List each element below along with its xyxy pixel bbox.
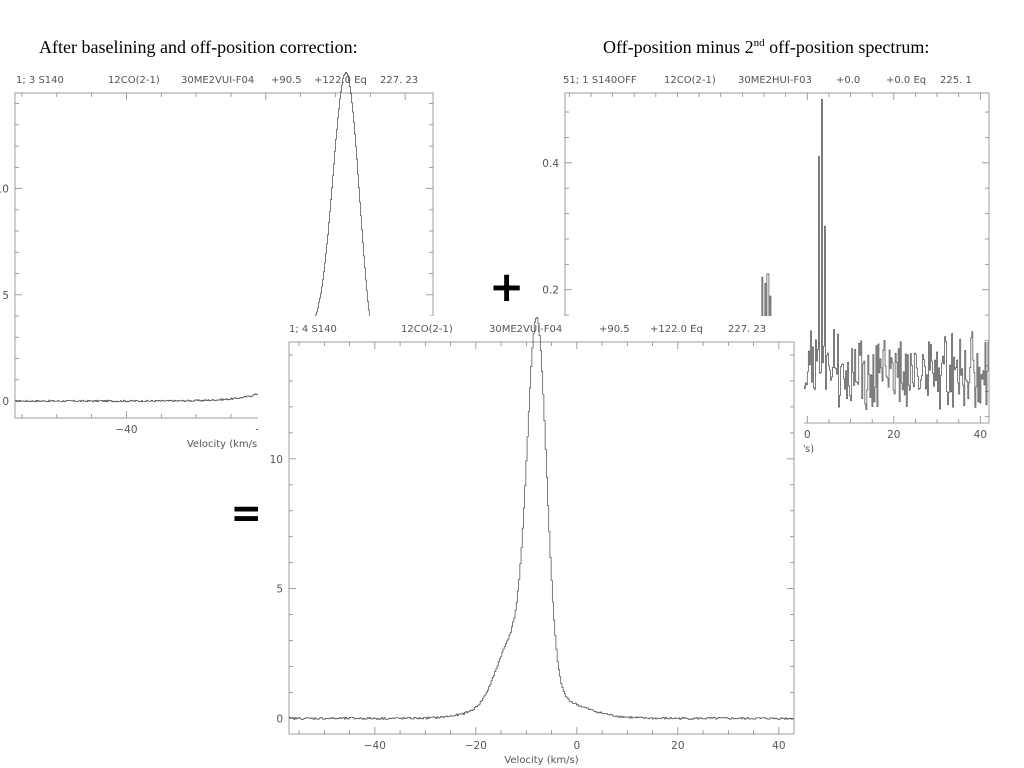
spectrum-panel-c: 1; 4 S140 12CO(2-1) 30ME2VUI-F04 +90.5 +122.… [258,316,804,768]
x-tick-label: 40 [974,429,987,441]
header-scan: 1; 4 S140 [289,324,337,335]
y-tick-label: 10 [270,454,283,466]
x-tick-label: 20 [671,740,684,752]
header-freq: 227. 23 [380,75,418,86]
header-offy: +0.0 Eq [886,75,926,86]
caption-right-suffix: off-position spectrum: [764,37,930,57]
header-telescope: 30ME2VUI-F04 [181,75,254,86]
caption-right: Off-position minus 2nd off-position spec… [603,37,929,58]
y-tick-label: 5 [2,290,9,302]
header-scan: 51; 1 S140OFF [563,75,637,86]
x-axis-label: Velocity (km/s) [187,439,261,450]
plot-frame [288,341,795,735]
x-tick-label: −40 [364,740,386,752]
y-tick-label: 10 [0,184,9,196]
header-line: 12CO(2-1) [108,75,160,86]
x-tick-label: −20 [465,740,487,752]
spectrum-line [15,72,435,410]
header-scan: 1; 3 S140 [16,75,64,86]
plus-sign: + [489,262,525,311]
x-tick-label: 0 [574,740,581,752]
caption-right-prefix: Off-position minus 2 [603,37,754,57]
caption-right-sup: nd [753,37,765,49]
x-tick-label: −40 [115,424,137,436]
y-tick-label: 0 [2,396,9,408]
plot-frame [14,92,434,419]
header-offx: +90.5 [599,324,630,335]
x-axis-label: Velocity (km/s) [504,755,578,766]
header-telescope: 30ME2HUI-F03 [738,75,812,86]
y-tick-label: 5 [276,584,283,596]
x-tick-label: 40 [772,740,785,752]
y-tick-label: 0 [276,713,283,725]
spectrum-line [289,317,794,720]
y-tick-label: 0.2 [542,285,559,297]
header-offx: +0.0 [836,75,860,86]
x-tick-label: 20 [887,429,900,441]
header-telescope: 30ME2VUI-F04 [489,324,562,335]
header-freq: 225. 1 [940,75,972,86]
header-offy: +122.0 Eq [314,75,367,86]
y-tick-label: 0.4 [542,158,559,170]
header-offy: +122.0 Eq [650,324,703,335]
header-offx: +90.5 [271,75,302,86]
header-line: 12CO(2-1) [401,324,453,335]
caption-left: After baselining and off-position correc… [39,37,358,57]
x-tick-label: 0 [804,429,811,441]
header-freq: 227. 23 [728,324,766,335]
header-line: 12CO(2-1) [664,75,716,86]
